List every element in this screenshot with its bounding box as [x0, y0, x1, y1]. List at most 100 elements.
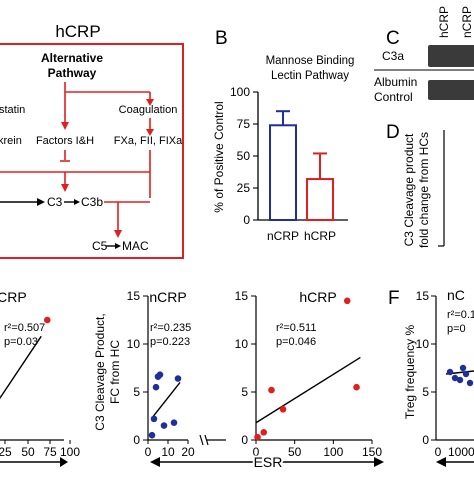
panel-f-ytick-label: 15: [416, 289, 430, 303]
panel-b-letter: B: [215, 28, 228, 49]
factors-label: Factors I&H: [36, 135, 94, 147]
panel-f-stat-p: p=0: [447, 323, 466, 335]
arrowhead: [114, 230, 122, 238]
arrowhead: [150, 457, 160, 467]
panel-c-letter: C: [386, 28, 400, 49]
data-point: [260, 429, 267, 436]
panel-d-ylabel-2: fold change from HCs: [417, 132, 431, 248]
stat-r2: r²=0.511: [276, 322, 316, 334]
panel-f: F nC Treg frequency % 15 10 5 0 0 1000 r…: [388, 287, 474, 467]
lane-label-ncrp: nCRP: [460, 6, 474, 38]
arrowhead: [37, 198, 45, 206]
x-tick-label: 100: [60, 445, 80, 459]
panel-d-letter: D: [386, 122, 400, 143]
c3a-label: C3a: [382, 49, 404, 63]
data-point: [161, 422, 168, 429]
panel-f-point: [460, 365, 466, 371]
stat-p: p=0.046: [276, 336, 316, 348]
data-point: [280, 406, 287, 413]
panel-f-ytick-label: 5: [422, 385, 429, 399]
statin-label: statin: [0, 104, 25, 116]
panel-f-xtick-label: 0: [435, 445, 442, 459]
axis-break: [200, 435, 203, 445]
panel-d: D C3 Cleavage product fold change from H…: [386, 122, 444, 248]
stat-p: p=0.03: [4, 336, 38, 348]
panel-a: hCRP Alternative Pathway statin Coagulat…: [0, 22, 183, 258]
bar-y-tick-label: 0: [243, 213, 250, 227]
bar-category-label: nCRP: [267, 229, 299, 243]
bar-marks: nCRP hCRP: [267, 111, 336, 243]
panel-f-title: nC: [447, 287, 465, 303]
bar-category-label: hCRP: [304, 229, 336, 243]
panel-f-point: [463, 371, 469, 377]
arrowhead: [61, 184, 69, 192]
albumin-label-2: Control: [374, 90, 413, 104]
plot-title: hCRP: [299, 289, 336, 305]
plot-title: hCRP: [0, 289, 27, 305]
bar-y-tick-label: 50: [237, 149, 251, 163]
panel-f-ytick-label: 0: [422, 433, 429, 447]
data-point: [268, 387, 275, 394]
panel-f-point: [457, 377, 463, 383]
data-point: [171, 419, 178, 426]
y-tick-label: 15: [127, 289, 141, 303]
y-tick-label: 10: [127, 337, 141, 351]
fit-line: [0, 336, 41, 416]
c3b-label: C3b: [81, 195, 103, 209]
stat-r2: r²=0.235: [150, 322, 191, 334]
data-point: [151, 416, 158, 423]
x-tick-label: 20: [181, 445, 195, 459]
esr-label: ESR: [254, 454, 283, 470]
bar-ncrp: [270, 125, 296, 220]
bar-y-tick-label: 100: [230, 85, 250, 99]
panel-f-stat-r2: r²=0.1: [447, 309, 474, 321]
bar-hcrp: [307, 179, 333, 220]
panel-f-letter: F: [388, 288, 400, 309]
y-tick-label: 0: [133, 433, 140, 447]
stat-p: p=0.223: [150, 336, 190, 348]
y-tick-label: 5: [133, 385, 140, 399]
arrowhead: [74, 199, 80, 205]
x-tick-label: 50: [21, 445, 35, 459]
arrowhead: [115, 243, 121, 249]
x-tick-label: 150: [362, 445, 382, 459]
mac-label: MAC: [122, 239, 149, 253]
plot-title: nCRP: [149, 289, 186, 305]
y-tick-label: 10: [235, 337, 249, 351]
y-tick-label: 5: [241, 385, 248, 399]
data-point: [149, 432, 156, 439]
stat-r2: r²=0.507: [4, 322, 45, 334]
panel-b: B Mannose Binding Lectin Pathway % of Po…: [212, 28, 354, 243]
albumin-blot-band: [428, 80, 474, 100]
panel-b-ylabel: % of Positive Control: [212, 101, 226, 212]
scatter-plots: 255075100hCRPr²=0.507p=0.0305101501020nC…: [0, 289, 382, 459]
x-tick-label: 100: [323, 445, 343, 459]
c5-label: C5: [92, 239, 108, 253]
x-tick-label: 50: [288, 445, 302, 459]
panel-d-ylabel: C3 Cleavage product: [402, 133, 416, 246]
panel-f-ytick-label: 10: [416, 337, 430, 351]
alternative-pathway-label: Alternative: [41, 51, 103, 65]
panel-e: 255075100hCRPr²=0.507p=0.0305101501020nC…: [0, 289, 384, 470]
arrowhead: [61, 122, 69, 130]
lane-label-hcrp: hCRP: [437, 6, 451, 38]
alternative-pathway-label-2: Pathway: [48, 66, 97, 80]
bar-y-tick-label: 75: [237, 117, 251, 131]
data-point: [254, 434, 261, 441]
x-tick-label: 0: [145, 445, 152, 459]
data-point: [44, 317, 51, 324]
panel-f-xtick-label: 1000: [448, 445, 474, 459]
y-tick-label: 15: [235, 289, 249, 303]
albumin-label: Albumin: [374, 75, 417, 89]
data-point: [353, 384, 360, 391]
x-tick-label: 75: [43, 445, 57, 459]
panel-b-title: Mannose Binding: [266, 55, 355, 67]
y-tick-label: 0: [241, 433, 248, 447]
x-tick-label: 25: [0, 445, 12, 459]
